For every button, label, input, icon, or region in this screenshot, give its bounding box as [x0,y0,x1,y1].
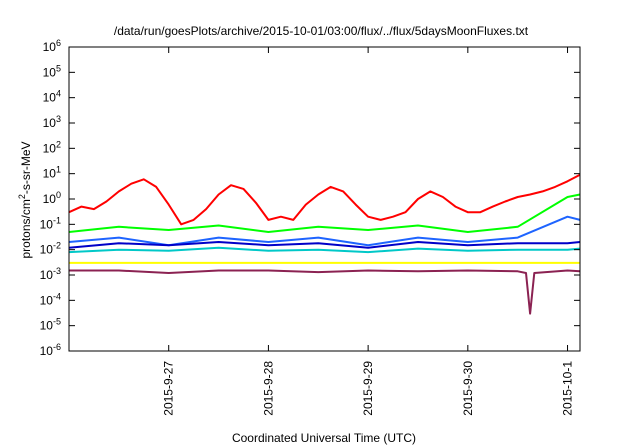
series-line-1 [68,173,581,226]
ticks-layer: 10-6 10-5 10-4 10-3 10-2 10-1 100 101 102 103 104 1… [40,38,580,416]
x-tick-label: 2015-10-1 [561,361,575,416]
y-tick-label: 102 [43,139,61,155]
y-tick-label: 10-3 [40,266,61,282]
y-axis-label-prefix: protons/cm [19,199,33,258]
series-line-7 [69,269,581,315]
y-tick-label: 103 [43,114,61,130]
x-axis-label: Coordinated Universal Time (UTC) [232,431,416,445]
series-line-5 [68,246,581,254]
y-tick-label: 10-1 [40,215,61,231]
y-axis-label-suffix: -s-sr-MeV [19,141,33,194]
y-axis-label: protons/cm2-s-sr-MeV [17,141,33,258]
y-tick-label: 101 [43,165,61,181]
x-tick-label: 2015-9-28 [261,361,275,416]
series-layer [68,173,581,315]
x-tick-label: 2015-9-30 [461,361,475,416]
y-tick-label: 104 [43,89,61,105]
series-line-2 [68,193,581,233]
chart-title: /data/run/goesPlots/archive/2015-10-01/0… [114,24,529,38]
x-tick-label: 2015-9-27 [162,361,176,416]
y-tick-label: 10-5 [40,317,61,333]
y-tick-label: 10-2 [40,241,61,257]
plot-frame [68,46,581,352]
y-tick-label: 106 [43,38,61,54]
y-tick-label: 105 [43,63,61,79]
y-tick-label: 10-6 [40,342,61,358]
y-tick-label: 100 [43,190,61,206]
series-line-3 [68,215,581,247]
y-axis-label-sup: 2 [17,194,27,199]
x-tick-label: 2015-9-29 [361,361,375,416]
series-line-4 [68,241,581,249]
y-tick-label: 10-4 [40,291,61,307]
